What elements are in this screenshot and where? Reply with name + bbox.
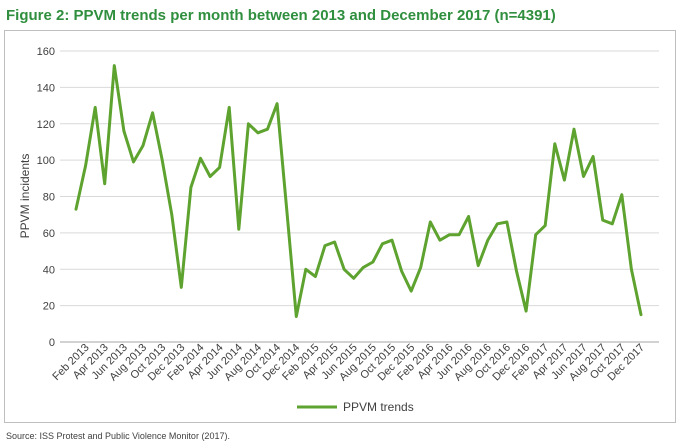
y-tick-label: 60 [43, 228, 55, 240]
series-line-ppvm-trends [74, 64, 643, 318]
y-axis-label: PPVM incidents [18, 154, 32, 239]
y-tick-label: 40 [43, 264, 55, 276]
y-tick-label: 160 [37, 46, 55, 58]
y-tick-label: 140 [37, 82, 55, 94]
chart-title: Figure 2: PPVM trends per month between … [6, 7, 556, 24]
source-note: Source: ISS Protest and Public Violence … [6, 431, 230, 441]
y-tick-label: 120 [37, 119, 55, 131]
y-tick-label: 80 [43, 192, 55, 204]
y-axis-ticks: 0 20 40 60 80 100 120 140 160 [37, 46, 55, 349]
y-tick-label: 100 [37, 155, 55, 167]
chart-frame [4, 30, 676, 423]
y-tick-label: 0 [49, 337, 55, 349]
legend-label: PPVM trends [343, 400, 414, 414]
gridlines [60, 50, 659, 343]
legend: PPVM trends [297, 400, 414, 414]
y-tick-label: 20 [43, 301, 55, 313]
